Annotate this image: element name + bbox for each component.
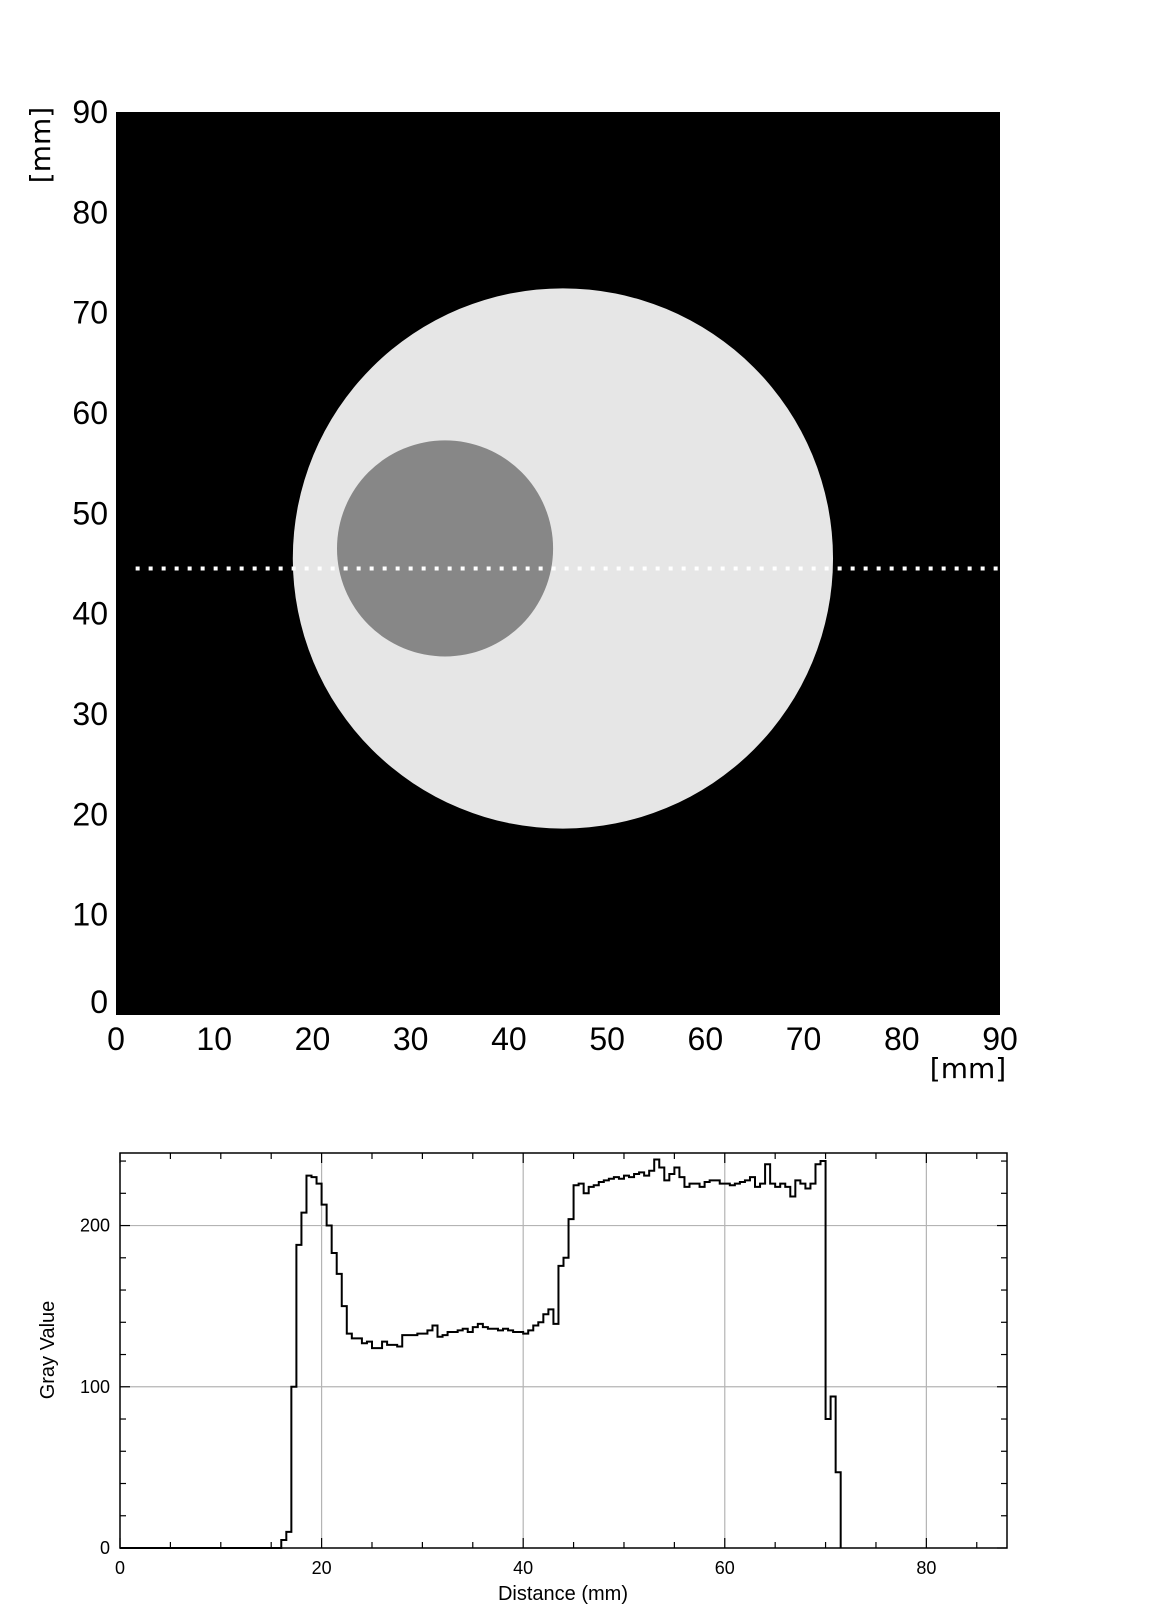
profile-y-tick-labels: 0 100 200: [80, 1216, 110, 1558]
image-x-tick-labels: 0 10 20 30 40 50 60 70 80 90: [107, 1021, 1018, 1057]
image-x-tick-label: 10: [196, 1021, 232, 1057]
image-y-tick-label: 50: [72, 495, 108, 531]
image-y-tick-label: 90: [72, 94, 108, 130]
image-x-tick-label: 70: [786, 1021, 822, 1057]
image-y-tick-label: 40: [72, 596, 108, 632]
image-y-tick-label: 20: [72, 796, 108, 832]
image-x-tick-label: 0: [107, 1021, 125, 1057]
image-y-tick-label: 30: [72, 696, 108, 732]
image-x-tick-label: 60: [688, 1021, 724, 1057]
image-y-tick-label: 60: [72, 395, 108, 431]
image-y-tick-label: 0: [90, 984, 108, 1020]
image-x-tick-label: 40: [491, 1021, 527, 1057]
image-x-unit-label: [mm]: [930, 1052, 1006, 1085]
profile-x-axis-title: Distance (mm): [498, 1583, 628, 1605]
phantom-inner-disk: [337, 440, 554, 657]
image-x-tick-label: 30: [393, 1021, 429, 1057]
profile-x-tick-label: 80: [916, 1558, 936, 1578]
profile-x-tick-label: 40: [513, 1558, 533, 1578]
profile-x-tick-label: 60: [715, 1558, 735, 1578]
image-y-unit-label: [mm]: [24, 107, 57, 183]
ct-image-panel: 0 10 20 30 40 50 60 70 80 90 0102030405060708090 …: [24, 94, 1018, 1085]
image-x-tick-label: 20: [295, 1021, 331, 1057]
image-y-tick-labels: 0 10 20 30 40 50 60 70 80 90: [72, 94, 108, 1020]
image-x-tick-label: 50: [589, 1021, 625, 1057]
image-y-tick-label: 10: [72, 897, 108, 933]
image-x-tick-label: 80: [884, 1021, 920, 1057]
profile-frame: [119, 1152, 1008, 1549]
image-y-tick-label: 80: [72, 194, 108, 230]
profile-x-tick-labels: 0 20 40 60 80: [115, 1558, 936, 1578]
profile-y-tick-label: 0: [100, 1538, 110, 1558]
profile-x-tick-label: 20: [312, 1558, 332, 1578]
line-profile-panel: 0 20 40 60 80 0 100 200 Distance (mm) Gray Val…: [37, 1152, 1008, 1605]
image-x-tick-label: 90: [982, 1021, 1018, 1057]
profile-y-axis-title: Gray Value: [37, 1301, 59, 1400]
phantom-outer-disk: [292, 288, 834, 829]
series-line-gray-value: [120, 1158, 842, 1549]
profile-tick-marks: [119, 1153, 1007, 1549]
profile-grid: [120, 1153, 1007, 1548]
profile-x-tick-label: 0: [115, 1558, 125, 1578]
profile-y-tick-label: 200: [80, 1216, 110, 1236]
image-y-tick-label: 70: [72, 295, 108, 331]
profile-y-tick-label: 100: [80, 1377, 110, 1397]
